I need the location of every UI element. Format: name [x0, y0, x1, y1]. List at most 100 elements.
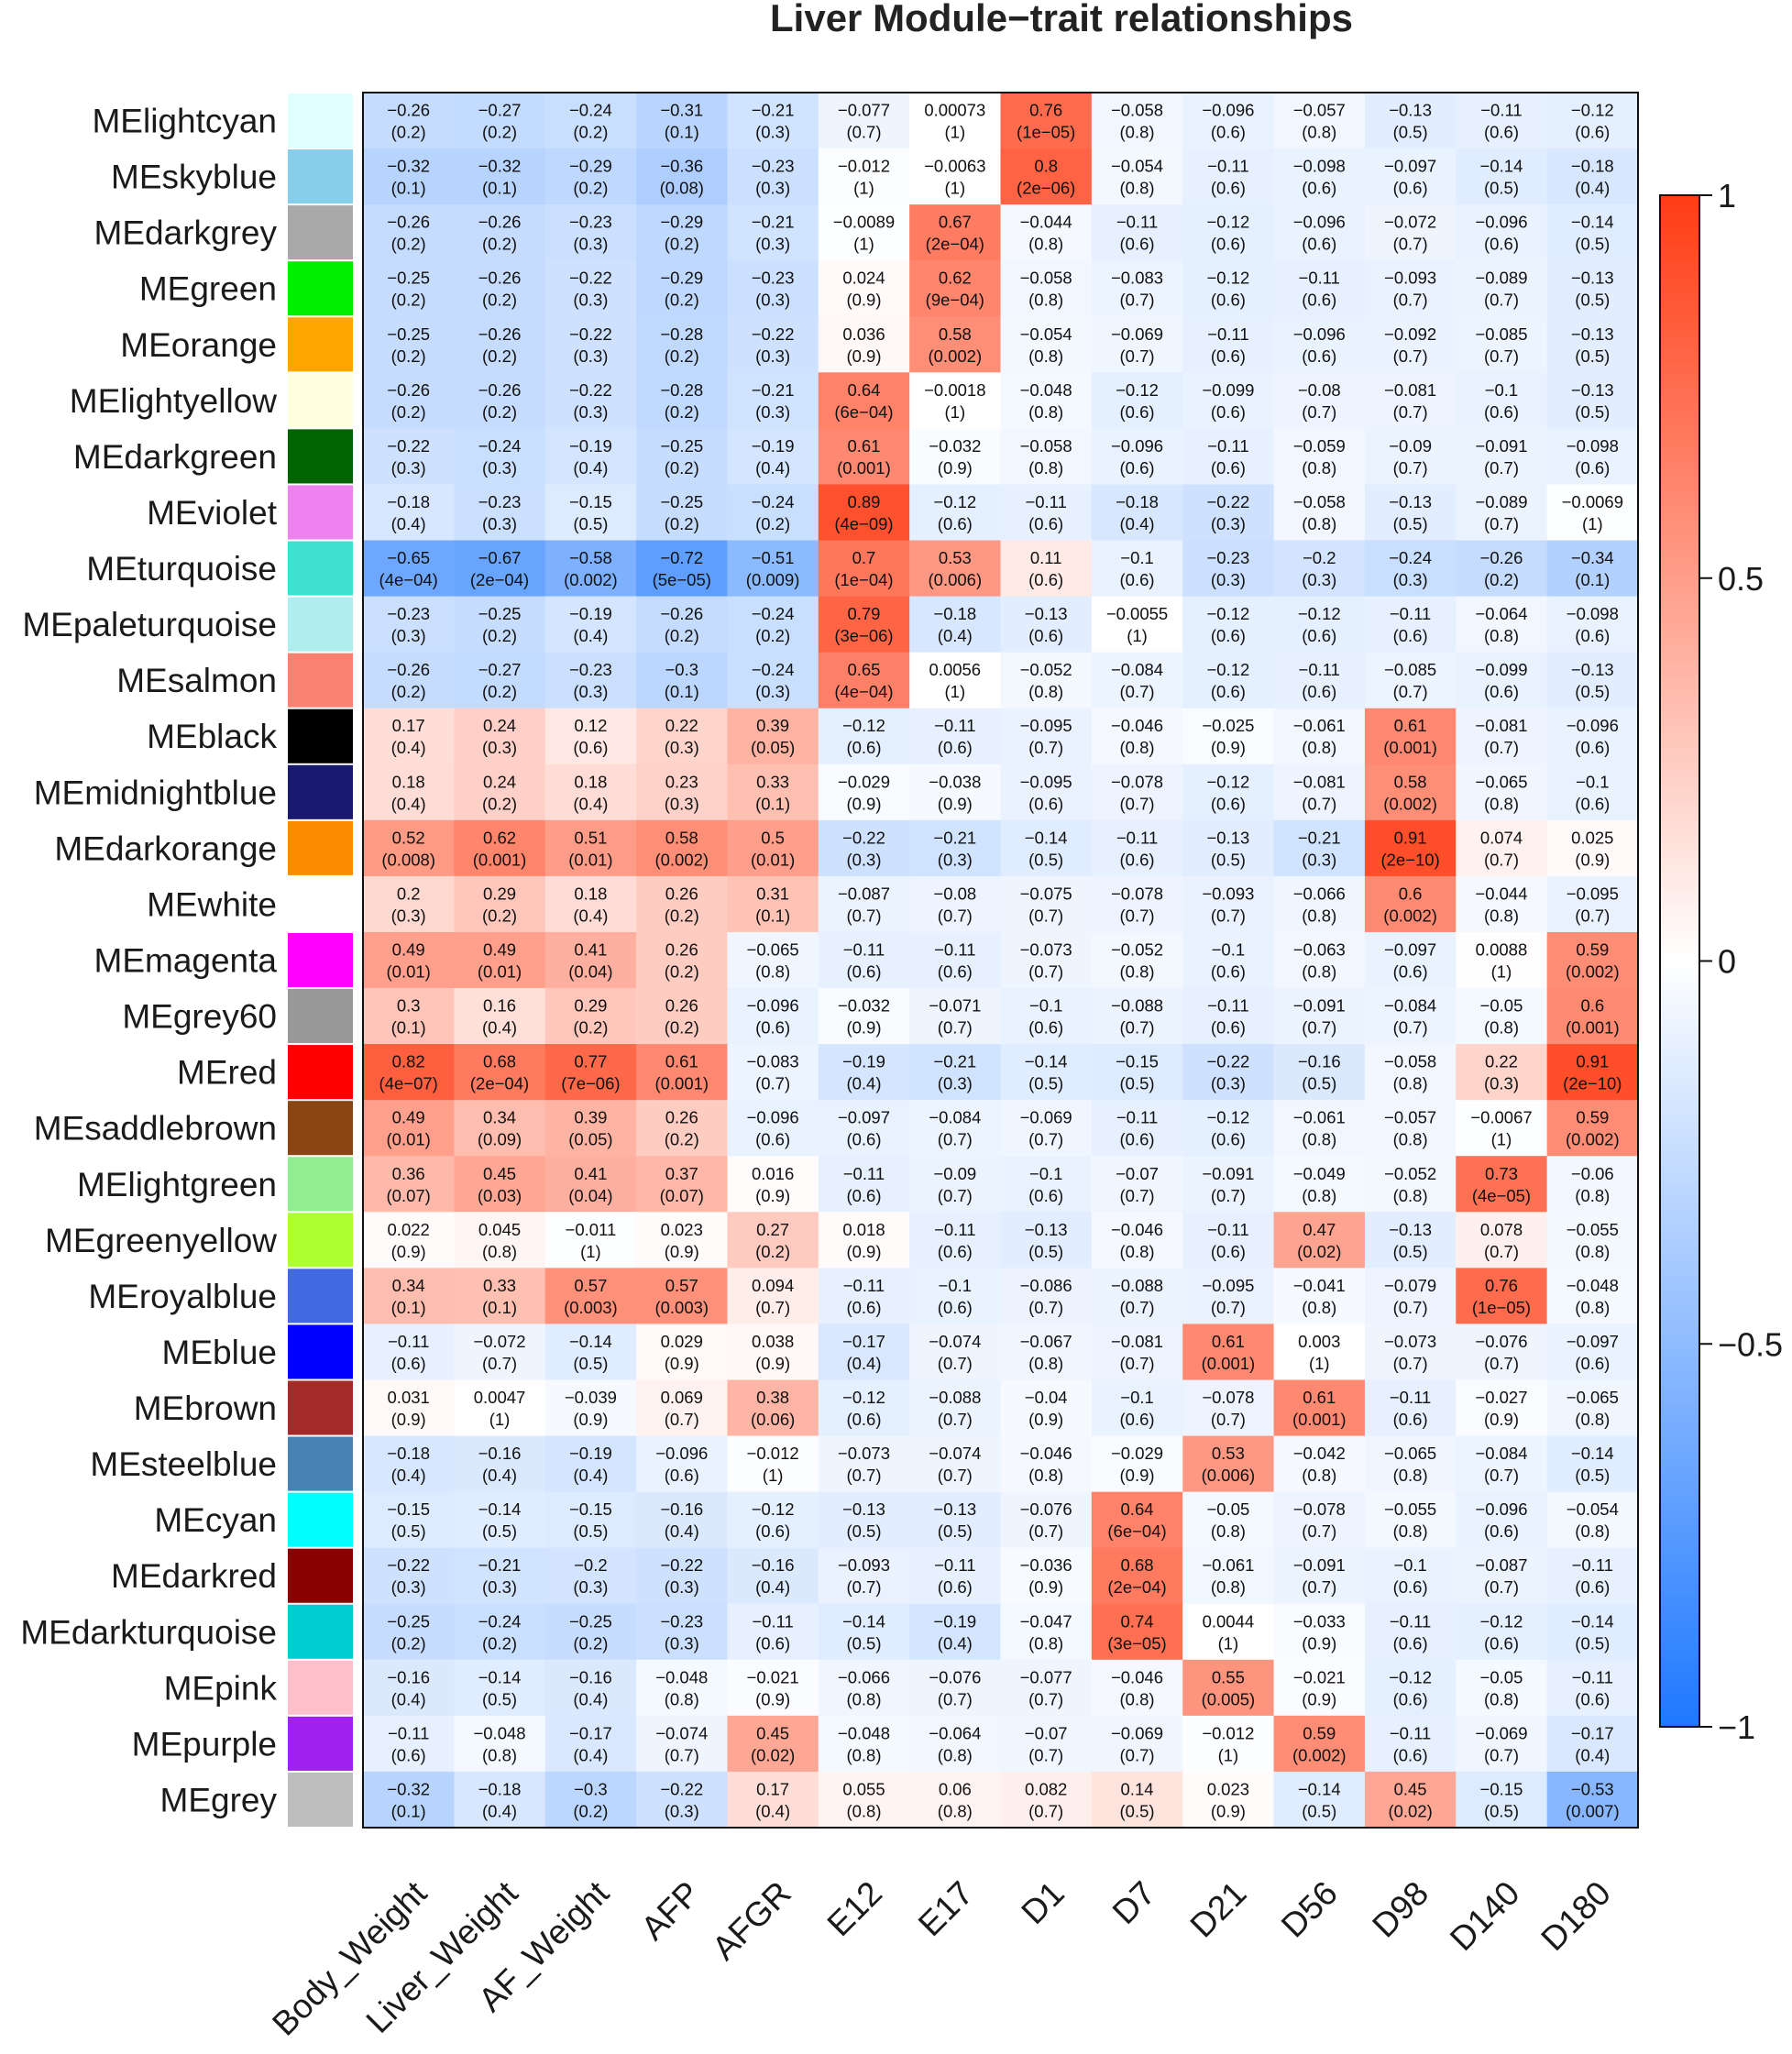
cell-pvalue-label: (0.3) [755, 123, 790, 142]
heatmap-cell [909, 1100, 1002, 1157]
cell-pvalue-label: (0.5) [1028, 1242, 1063, 1261]
cell-value-label: −0.083 [1111, 269, 1163, 288]
cell-value-label: −0.012 [747, 1444, 799, 1463]
cell-value-label: −0.11 [934, 716, 975, 735]
cell-pvalue-label: (0.6) [755, 1633, 790, 1653]
heatmap-cell [1000, 316, 1093, 373]
heatmap-cell [1364, 1771, 1457, 1829]
cell-pvalue-label: (0.7) [1120, 291, 1155, 310]
row-label-MEmagenta: MEmagenta [94, 942, 278, 980]
heatmap-cell [818, 316, 910, 373]
cell-value-label: 0.069 [661, 1388, 703, 1407]
cell-value-label: 0.79 [847, 604, 880, 623]
cell-pvalue-label: (0.3) [1211, 570, 1246, 589]
cell-value-label: −0.044 [1475, 884, 1527, 903]
cell-value-label: −0.12 [1116, 380, 1159, 400]
heatmap-cell [818, 1100, 910, 1157]
cell-pvalue-label: (0.5) [1120, 1074, 1155, 1093]
cell-value-label: 0.022 [388, 1220, 430, 1239]
cell-value-label: −0.012 [1202, 1723, 1254, 1742]
cell-pvalue-label: (0.2) [573, 179, 608, 198]
heatmap-cell [1364, 1156, 1457, 1213]
heatmap-cell [1182, 1379, 1275, 1437]
cell-pvalue-label: (0.8) [1302, 458, 1336, 478]
cell-value-label: −0.18 [478, 1779, 522, 1798]
heatmap-cell [454, 988, 546, 1045]
cell-value-label: 0.58 [1394, 772, 1427, 791]
cell-pvalue-label: (0.8) [1302, 1130, 1336, 1149]
cell-pvalue-label: (0.6) [1575, 794, 1610, 813]
cell-pvalue-label: (0.3) [665, 738, 699, 757]
heatmap-cell [1182, 316, 1275, 373]
cell-value-label: −0.11 [1116, 213, 1158, 232]
cell-value-label: 0.036 [842, 324, 885, 344]
heatmap-cell [727, 93, 819, 149]
cell-pvalue-label: (0.9) [1028, 1410, 1063, 1429]
colorbar [1659, 194, 1700, 1728]
row-label-MEblack: MEblack [147, 718, 277, 755]
heatmap-cell [1546, 1659, 1639, 1717]
cell-pvalue-label: (0.4) [573, 626, 608, 645]
cell-value-label: −0.074 [929, 1444, 981, 1463]
cell-pvalue-label: (0.6) [1484, 1521, 1519, 1541]
cell-value-label: −0.089 [1475, 269, 1527, 288]
cell-value-label: −0.073 [838, 1444, 890, 1463]
cell-pvalue-label: (0.6) [1575, 738, 1610, 757]
heatmap-cell [544, 1547, 637, 1605]
cell-value-label: −0.076 [1475, 1332, 1527, 1351]
heatmap-cell [636, 260, 729, 317]
cell-value-label: 0.91 [1394, 828, 1427, 847]
heatmap-cell [909, 708, 1002, 765]
cell-pvalue-label: (0.001) [1383, 738, 1437, 757]
row-swatch-MEmidnightblue [288, 764, 353, 819]
heatmap-cell [544, 1100, 637, 1157]
cell-value-label: −0.22 [660, 1555, 703, 1575]
heatmap-cell [818, 1268, 910, 1325]
cell-value-label: −0.26 [660, 604, 703, 623]
heatmap-cell [454, 875, 546, 933]
heatmap-cell [1091, 1771, 1183, 1829]
cell-value-label: −0.067 [1020, 1332, 1072, 1351]
cell-value-label: 0.59 [1576, 1108, 1609, 1127]
cell-value-label: −0.32 [478, 157, 522, 176]
cell-value-label: −0.28 [660, 380, 703, 400]
cell-value-label: −0.096 [1293, 324, 1346, 344]
heatmap-cell [1000, 1659, 1093, 1717]
cell-value-label: −0.19 [569, 1444, 612, 1463]
heatmap-cell [544, 204, 637, 261]
cell-value-label: −0.09 [1389, 436, 1432, 456]
cell-pvalue-label: (0.9) [665, 1242, 699, 1261]
cell-value-label: −0.078 [1202, 1388, 1254, 1407]
cell-pvalue-label: (0.03) [478, 1186, 522, 1205]
cell-pvalue-label: (0.9) [1211, 1801, 1246, 1820]
cell-value-label: −0.34 [1571, 548, 1614, 567]
colorbar-ticks: 1 0.5 0 −0.5 −1 [1699, 177, 1783, 1746]
cell-value-label: −0.091 [1202, 1164, 1254, 1183]
cell-value-label: 0.29 [574, 996, 607, 1016]
row-label-MEdarkturquoise: MEdarkturquoise [20, 1613, 277, 1651]
cell-value-label: −0.72 [660, 548, 703, 567]
cell-value-label: −0.096 [655, 1444, 708, 1463]
cell-pvalue-label: (0.001) [1292, 1410, 1347, 1429]
cell-pvalue-label: (0.2) [665, 346, 699, 366]
cell-pvalue-label: (0.1) [482, 1298, 517, 1317]
heatmap-cell [1364, 708, 1457, 765]
heatmap-cell [1000, 708, 1093, 765]
cell-value-label: −0.058 [1020, 269, 1072, 288]
heatmap-cell [909, 148, 1002, 205]
cell-pvalue-label: (0.3) [938, 850, 973, 869]
row-swatch-MEdarkorange [288, 820, 353, 875]
cell-value-label: 0.45 [483, 1164, 516, 1183]
heatmap-cell [1546, 148, 1639, 205]
cell-pvalue-label: (1) [1582, 514, 1603, 533]
cell-value-label: −0.0089 [833, 213, 895, 232]
cell-value-label: −0.0055 [1106, 604, 1168, 623]
cell-pvalue-label: (0.003) [564, 1298, 618, 1317]
cell-value-label: 0.16 [483, 996, 516, 1016]
column-label-AFP: AFP [634, 1874, 708, 1948]
cell-pvalue-label: (0.008) [381, 850, 435, 869]
heatmap-cell [1273, 1324, 1366, 1381]
heatmap-cell [1273, 204, 1366, 261]
cell-pvalue-label: (0.8) [1302, 514, 1336, 533]
heatmap-cell [1000, 763, 1093, 821]
